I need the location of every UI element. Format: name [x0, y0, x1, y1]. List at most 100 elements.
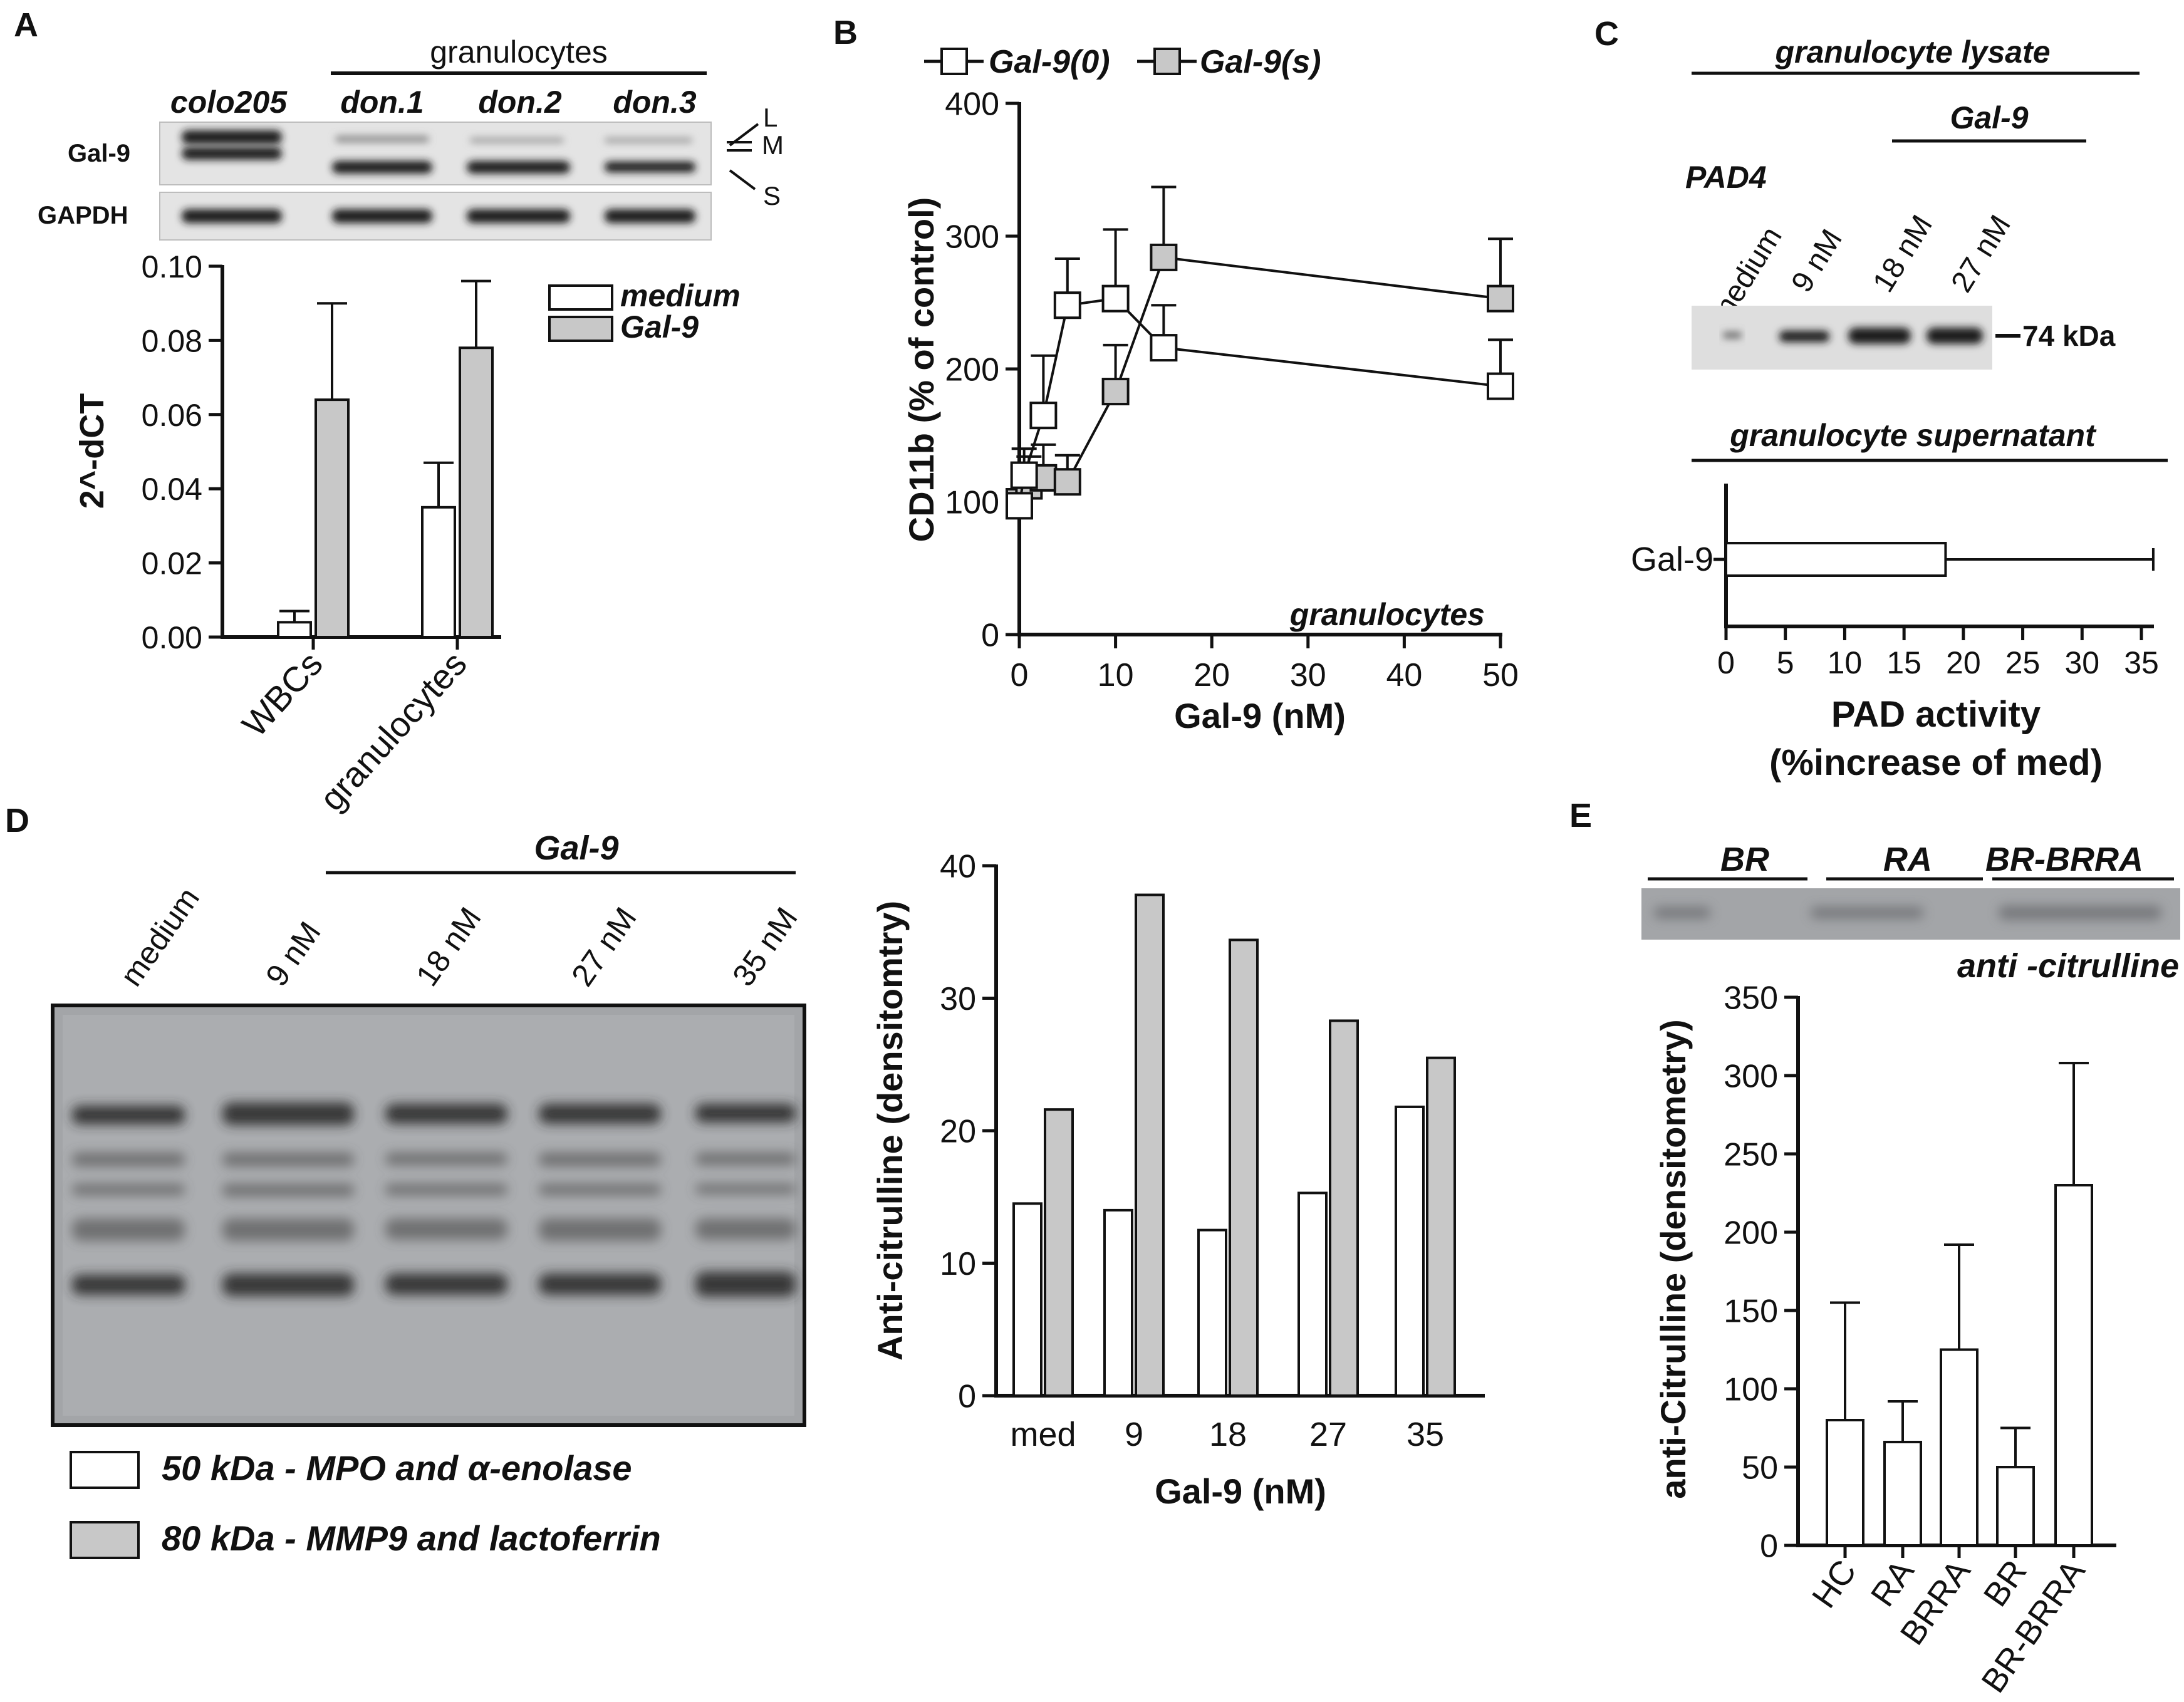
- legend-marker: [1153, 48, 1181, 75]
- panel-letter-a: A: [14, 6, 38, 44]
- x-tick-label: 20: [1946, 645, 1981, 680]
- y-tick-label: 250: [1724, 1137, 1778, 1173]
- bar-medium: [421, 506, 456, 638]
- legend-swatch-50kda: [70, 1451, 140, 1489]
- y-tick-label: 100: [945, 485, 999, 521]
- band: [467, 209, 570, 223]
- band: [72, 1275, 185, 1295]
- x-axis-title-2: (%increase of med): [1769, 742, 2103, 783]
- isoform-label-s: S: [763, 181, 781, 210]
- bar-gal9: [315, 398, 350, 638]
- y-tick-label: 200: [945, 352, 999, 388]
- x-tick-label: granulocytes: [312, 644, 474, 818]
- y-tick-label: 10: [940, 1246, 976, 1282]
- y-tick-label: 0.00: [142, 620, 202, 655]
- blot-group-br-brra: BR-BRRA: [1985, 841, 2143, 878]
- band: [335, 136, 429, 142]
- x-tick-label: 35: [2124, 645, 2159, 680]
- y-tick-label: 40: [940, 849, 976, 885]
- blot-row-label-gapdh: GAPDH: [38, 202, 128, 229]
- x-tick-label: WBCs: [234, 644, 330, 744]
- band: [332, 209, 432, 223]
- lane-label-18nm: 18 nM: [1866, 210, 1939, 298]
- gal9-group-label: Gal-9: [534, 829, 618, 867]
- data-point-gal9-0: [1101, 284, 1130, 313]
- x-axis-title: Gal-9 (nM): [1155, 1471, 1326, 1511]
- anti-citrulline-blot-e: [1641, 888, 2180, 940]
- data-point-gal9-0: [1006, 492, 1033, 520]
- bar: [1940, 1348, 1979, 1547]
- band: [1779, 331, 1829, 342]
- band: [385, 1104, 507, 1124]
- supernatant-title: granulocyte supernatant: [1729, 418, 2097, 453]
- y-tick-label: 150: [1724, 1294, 1778, 1330]
- x-tick-label: 25: [2005, 645, 2041, 680]
- blot-group-br: BR: [1720, 841, 1769, 878]
- lane-label-27nm: 27 nM: [1945, 210, 2017, 298]
- data-point-gal9-0: [1487, 372, 1514, 400]
- band: [222, 1274, 354, 1296]
- y-tick-label: 0: [958, 1379, 976, 1415]
- y-tick-label: 50: [1742, 1450, 1778, 1487]
- chart-a: 0.00 0.02 0.04 0.06 0.08 0.10 WBCsgranulocytes…: [73, 249, 741, 818]
- y-tick-label: 0.06: [142, 398, 202, 433]
- gal9-group-label: Gal-9: [1950, 100, 2028, 135]
- x-tick-label: med: [1010, 1416, 1076, 1453]
- y-axis-title: CD11b (% of control): [902, 197, 941, 542]
- x-axis-title: PAD activity: [1831, 694, 2041, 735]
- y-tick-label: 400: [945, 86, 999, 123]
- lysate-title: granulocyte lysate: [1774, 34, 2050, 70]
- y-tick-label: 0.04: [142, 472, 202, 507]
- legend-label: Gal-9: [620, 309, 699, 345]
- legend-marker: [940, 48, 968, 75]
- blot-d-legend: 50 kDa - MPO and α-enolase 80 kDa - MMP9…: [70, 1448, 661, 1559]
- bar-50kda: [1197, 1228, 1227, 1397]
- legend-label: medium: [620, 278, 741, 313]
- lane-label-9nm: 9 nM: [1785, 224, 1848, 298]
- y-tick-label: 0: [1760, 1528, 1778, 1565]
- band: [182, 130, 282, 144]
- legend-swatch: [548, 284, 613, 311]
- gal9-blot: [159, 122, 712, 185]
- x-tick-label: 15: [1886, 645, 1921, 680]
- panel-letter-b: B: [833, 14, 858, 51]
- annotation-granulocytes: granulocytes: [1289, 597, 1485, 632]
- blot-label-anti-citrulline: anti -citrulline: [1957, 947, 2179, 985]
- panel-e: E BR RA BR-BRRA anti -citrulline 0 50 100 1…: [1569, 797, 2180, 1699]
- y-axis-title: 2^-dCT: [73, 393, 111, 509]
- band: [605, 162, 695, 172]
- gapdh-blot: [159, 192, 712, 241]
- y-tick-label: Gal-9: [1631, 541, 1713, 578]
- chart-d: 0 10 20 30 40 med 9 18 27 35 Gal-9 (nM) Anti-citrul…: [870, 849, 1485, 1511]
- y-tick-label: 0: [981, 618, 999, 654]
- y-tick-label: 0.10: [142, 249, 202, 284]
- bar-80kda: [1135, 893, 1165, 1397]
- pad4-blot: [1692, 306, 1992, 370]
- lane-label-don2: don.2: [478, 85, 562, 120]
- band: [1927, 328, 1983, 344]
- lane-label-9nm: 9 nM: [259, 915, 328, 992]
- lane-label-18nm: 18 nM: [409, 901, 488, 992]
- y-tick-label: 20: [940, 1114, 976, 1150]
- x-tick-label: 5: [1777, 645, 1794, 680]
- lane-label-colo205: colo205: [170, 85, 288, 120]
- legend-label-80kda: 80 kDa - MMP9 and lactoferrin: [162, 1518, 661, 1558]
- bar-50kda: [1012, 1202, 1043, 1397]
- legend-label: Gal-9(s): [1200, 44, 1321, 80]
- anti-citrulline-blot-d: [51, 1004, 806, 1427]
- band: [1811, 907, 1923, 918]
- y-tick-label: 0.08: [142, 323, 202, 358]
- panel-c: C granulocyte lysate PAD4 Gal-9 medium 9…: [1594, 15, 2168, 783]
- band: [1848, 328, 1911, 344]
- bar: [1883, 1441, 1922, 1547]
- data-point-gal9-s: [1101, 378, 1130, 406]
- bar-medium: [277, 621, 312, 639]
- panel-d: D Gal-9 medium 9 nM 18 nM 27 nM 35 nM: [5, 802, 1485, 1559]
- lane-label-don3: don.3: [613, 85, 697, 120]
- legend-swatch: [548, 316, 613, 342]
- band: [385, 1274, 507, 1295]
- y-axis-title: Anti-citrulline (densitomtry): [870, 901, 910, 1361]
- band: [539, 1104, 661, 1124]
- chart-b: 0 100 200 300 400 0 10 20 30 40 50 Gal-9 (nM) CD11b …: [902, 44, 1519, 735]
- bar-80kda: [1329, 1019, 1359, 1397]
